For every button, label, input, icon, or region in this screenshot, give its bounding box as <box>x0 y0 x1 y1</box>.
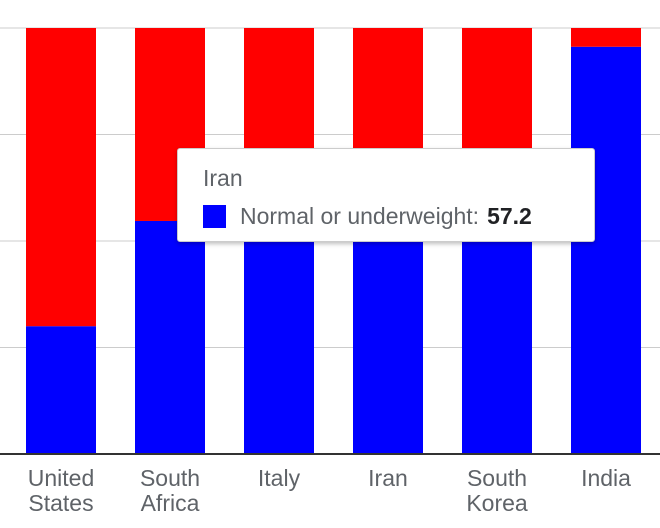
bar-segment-red[interactable] <box>571 28 641 47</box>
x-tick-label: India <box>581 465 631 491</box>
x-tick-label: South Korea <box>466 465 528 516</box>
bar-segment-blue[interactable] <box>244 211 314 454</box>
tooltip-category: Iran <box>203 165 243 191</box>
bar-segment-blue[interactable] <box>135 220 205 454</box>
x-axis-tick-labels: United States South Africa Italy Iran South Kor… <box>28 465 631 516</box>
x-tick-label: United States <box>28 465 94 516</box>
bar-segment-red[interactable] <box>26 28 96 327</box>
tooltip-value: 57.2 <box>487 203 532 229</box>
tooltip: Iran Normal or underweight: 57.2 <box>177 148 595 242</box>
bar-segment-blue[interactable] <box>26 326 96 454</box>
tooltip-swatch <box>203 205 226 228</box>
bars <box>26 28 641 455</box>
tooltip-row: Normal or underweight: 57.2 <box>203 203 532 230</box>
bar-segment-blue[interactable] <box>462 209 532 454</box>
bar-segment-blue[interactable] <box>571 46 641 455</box>
tooltip-series-name: Normal or underweight: <box>240 203 480 229</box>
bar-segment-blue[interactable] <box>353 210 423 454</box>
x-tick-label: Iran <box>368 465 408 491</box>
x-tick-label: South Africa <box>140 465 200 516</box>
x-tick-label: Italy <box>258 465 301 491</box>
